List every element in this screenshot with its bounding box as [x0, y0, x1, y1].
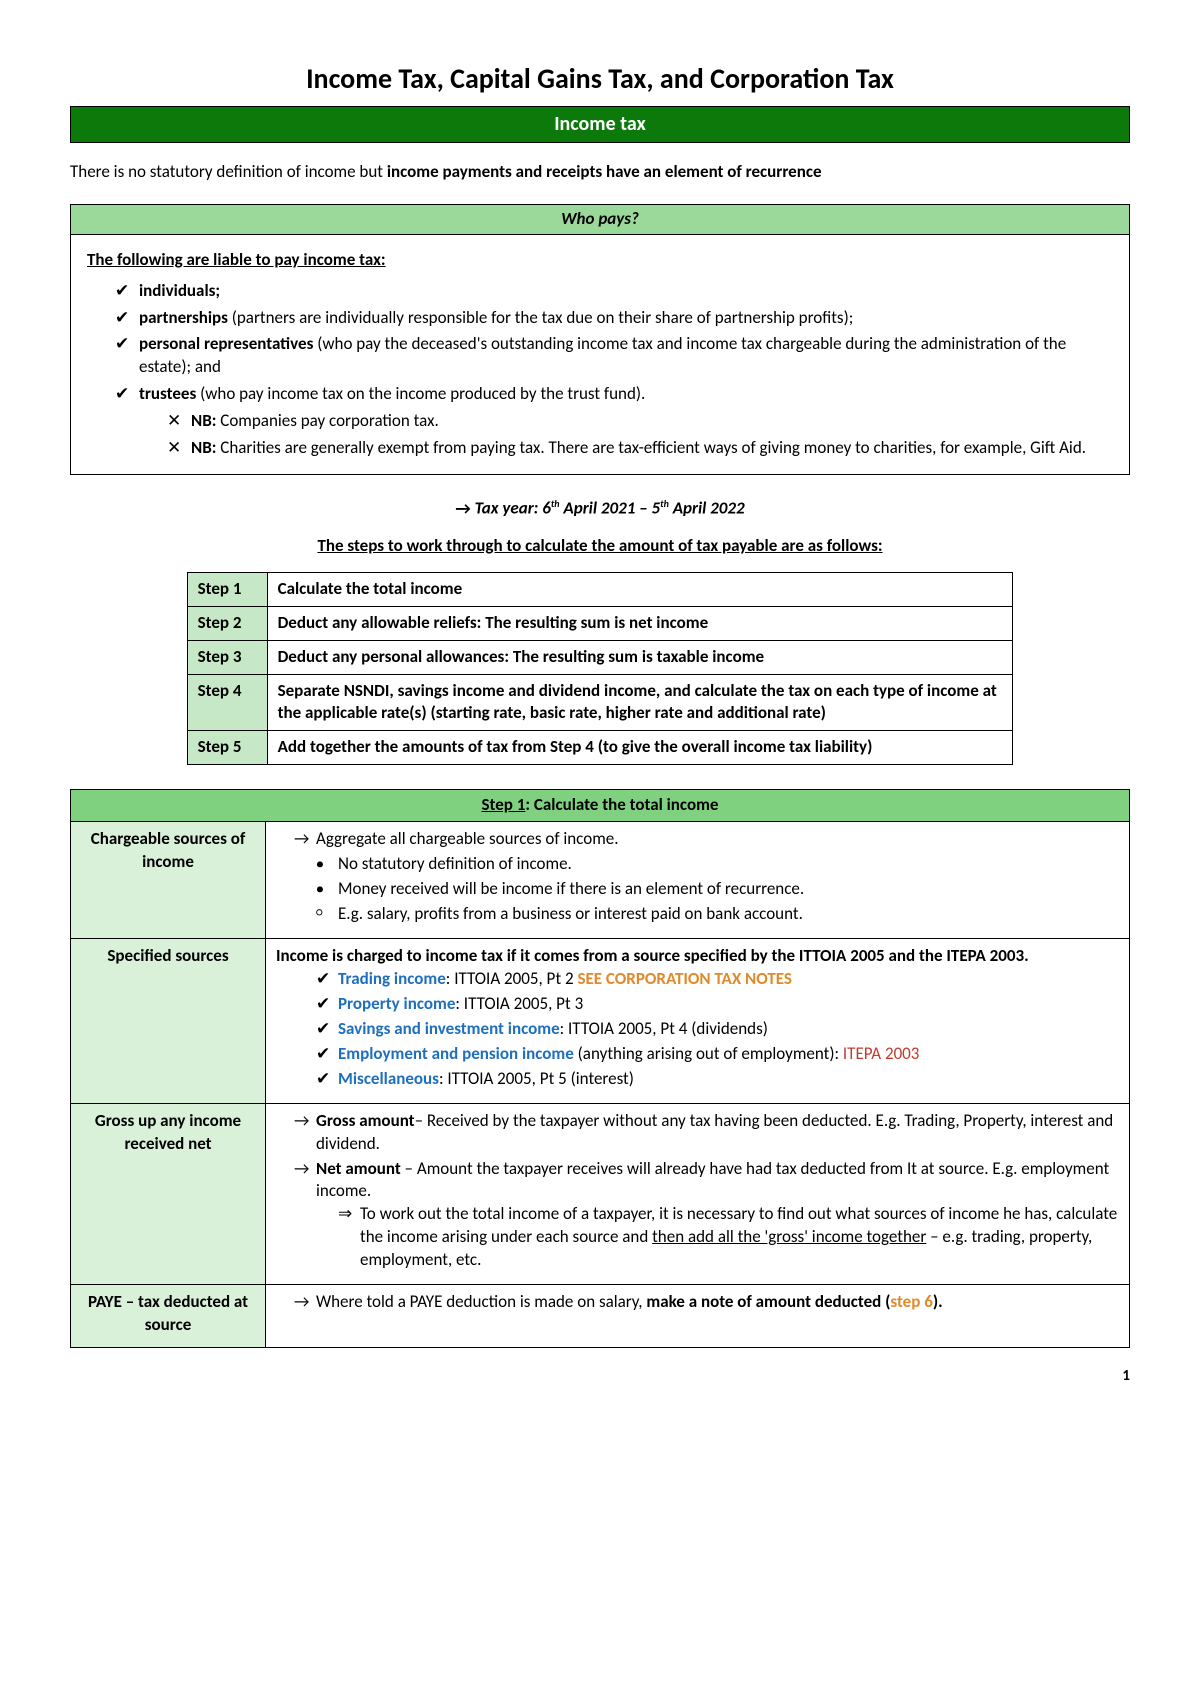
blue-term: Employment and pension income [338, 1043, 574, 1064]
nb-pre: NB: [191, 410, 216, 431]
list-item: trustees (who pay income tax on the inco… [115, 383, 1113, 460]
rest: : ITTOIA 2005, Pt 4 (dividends) [560, 1018, 768, 1039]
row-content: Income is charged to income tax if it co… [266, 939, 1130, 1104]
mid: (anything arising out of employment): [574, 1043, 843, 1064]
blue-term: Property income [338, 993, 455, 1014]
list-item: partnerships (partners are individually … [115, 307, 1113, 330]
list-item: Trading income: ITTOIA 2005, Pt 2 SEE CO… [316, 968, 1119, 991]
steps-intro: The steps to work through to calculate t… [70, 535, 1130, 558]
rest: : ITTOIA 2005, Pt 2 [446, 968, 578, 989]
steps-table: Step 1Calculate the total income Step 2D… [187, 572, 1014, 766]
rest: – Amount the taxpayer receives will alre… [316, 1158, 1109, 1202]
who-pays-lead: The following are liable to pay income t… [87, 249, 1113, 272]
step-cell: Step 2 [187, 606, 267, 640]
pre: Where told a PAYE deduction is made on s… [316, 1291, 646, 1312]
underline: then add all the 'gross' income together [652, 1226, 926, 1247]
who-pays-box: The following are liable to pay income t… [70, 235, 1130, 476]
list-item: Where told a PAYE deduction is made on s… [294, 1291, 1119, 1314]
bold-term: Gross amount [316, 1110, 415, 1131]
list-item: Employment and pension income (anything … [316, 1043, 1119, 1066]
step1-header-u: Step 1 [482, 794, 526, 815]
blue-term: Miscellaneous [338, 1068, 439, 1089]
row-content: Where told a PAYE deduction is made on s… [266, 1285, 1130, 1348]
row-content: Aggregate all chargeable sources of inco… [266, 822, 1130, 939]
item-bold: partnerships [139, 307, 228, 328]
page-number: 1 [70, 1366, 1130, 1386]
blue-term: Savings and investment income [338, 1018, 560, 1039]
close: ). [933, 1291, 943, 1312]
list-item: NB: Companies pay corporation tax. [167, 410, 1113, 433]
item-rest: (who pay income tax on the income produc… [196, 383, 645, 404]
intro-pre: There is no statutory definition of inco… [70, 161, 387, 182]
page-title: Income Tax, Capital Gains Tax, and Corpo… [70, 60, 1130, 98]
list-item: individuals; [115, 280, 1113, 303]
step-desc: Add together the amounts of tax from Ste… [267, 731, 1013, 765]
row-label-chargeable: Chargeable sources of income [71, 822, 266, 939]
item-bold: personal representatives [139, 333, 313, 354]
step-desc: Separate NSNDI, savings income and divid… [267, 674, 1013, 731]
rest: – Received by the taxpayer without any t… [316, 1110, 1113, 1154]
list-item: Money received will be income if there i… [316, 878, 1119, 901]
nb-list: NB: Companies pay corporation tax. NB: C… [139, 410, 1113, 460]
bold-term: Net amount [316, 1158, 401, 1179]
list-item: E.g. salary, profits from a business or … [316, 903, 1119, 926]
list-item: Miscellaneous: ITTOIA 2005, Pt 5 (intere… [316, 1068, 1119, 1091]
step1-table: Step 1: Calculate the total income Charg… [70, 789, 1130, 1348]
step-cell: Step 5 [187, 731, 267, 765]
nb-text: Charities are generally exempt from payi… [216, 437, 1086, 458]
red-term: ITEPA 2003 [843, 1043, 920, 1064]
tax-year: Tax year: 6th April 2021 – 5th April 202… [70, 497, 1130, 521]
specified-intro: Income is charged to income tax if it co… [276, 945, 1119, 968]
list-item: No statutory definition of income. [316, 853, 1119, 876]
who-pays-list: individuals; partnerships (partners are … [87, 280, 1113, 461]
who-pays-header: Who pays? [70, 204, 1130, 235]
row-label-gross: Gross up any income received net [71, 1103, 266, 1285]
item-rest: (partners are individually responsible f… [228, 307, 853, 328]
orange-note: SEE CORPORATION TAX NOTES [577, 968, 791, 989]
item-bold: trustees [139, 383, 196, 404]
blue-term: Trading income [338, 968, 446, 989]
step-desc: Deduct any personal allowances: The resu… [267, 640, 1013, 674]
row-label-paye: PAYE – tax deducted at source [71, 1285, 266, 1348]
step-desc: Deduct any allowable reliefs: The result… [267, 606, 1013, 640]
list-item: Gross amount– Received by the taxpayer w… [294, 1110, 1119, 1156]
nb-text: Companies pay corporation tax. [216, 410, 438, 431]
nb-pre: NB: [191, 437, 216, 458]
list-item: personal representatives (who pay the de… [115, 333, 1113, 379]
step1-header-rest: : Calculate the total income [525, 794, 718, 815]
list-item: NB: Charities are generally exempt from … [167, 437, 1113, 460]
list-item: Property income: ITTOIA 2005, Pt 3 [316, 993, 1119, 1016]
step-cell: Step 4 [187, 674, 267, 731]
intro-bold: income payments and receipts have an ele… [387, 161, 822, 182]
list-item: Net amount – Amount the taxpayer receive… [294, 1158, 1119, 1273]
step1-header: Step 1: Calculate the total income [71, 790, 1130, 822]
step-cell: Step 1 [187, 572, 267, 606]
section-banner-income-tax: Income tax [70, 106, 1130, 143]
row-content: Gross amount– Received by the taxpayer w… [266, 1103, 1130, 1285]
bold: make a note of amount deducted ( [646, 1291, 890, 1312]
item-bold: individuals; [139, 280, 220, 301]
intro-paragraph: There is no statutory definition of inco… [70, 161, 1130, 184]
list-item: Aggregate all chargeable sources of inco… [294, 828, 1119, 851]
step-cell: Step 3 [187, 640, 267, 674]
rest: : ITTOIA 2005, Pt 3 [455, 993, 583, 1014]
list-item: To work out the total income of a taxpay… [338, 1203, 1119, 1272]
orange: step 6 [890, 1291, 932, 1312]
row-label-specified: Specified sources [71, 939, 266, 1104]
step-desc: Calculate the total income [267, 572, 1013, 606]
list-item: Savings and investment income: ITTOIA 20… [316, 1018, 1119, 1041]
rest: : ITTOIA 2005, Pt 5 (interest) [439, 1068, 634, 1089]
